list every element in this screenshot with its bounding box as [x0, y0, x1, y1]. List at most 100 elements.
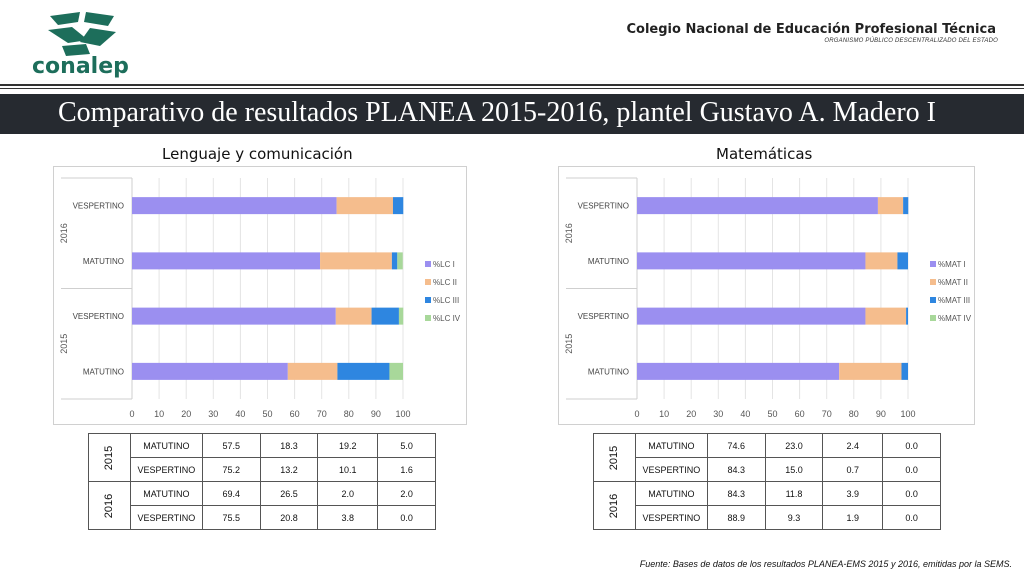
year-cell: 2015: [593, 433, 636, 482]
category-label: MATUTINO: [83, 257, 124, 266]
group-label: 2015: [59, 334, 69, 354]
x-tick-label: 30: [713, 409, 723, 419]
shift-cell: VESPERTINO: [634, 505, 708, 530]
value-cell: 75.5: [201, 505, 261, 530]
x-tick-label: 100: [395, 409, 410, 419]
x-tick-label: 30: [208, 409, 218, 419]
value-cell: 2.0: [377, 481, 436, 506]
x-tick-label: 80: [344, 409, 354, 419]
title-bar: [0, 94, 1024, 134]
bar-segment: [337, 362, 390, 380]
table-row: VESPERTINO 75.5 20.8 3.8 0.0: [89, 505, 436, 530]
chart-title-lenguaje: Lenguaje y comunicación: [162, 145, 353, 163]
table-lenguaje: 2015 MATUTINO 57.5 18.3 19.2 5.0 VESPERTINO 75.…: [88, 433, 436, 530]
x-tick-label: 80: [849, 409, 859, 419]
bar-segment: [637, 252, 866, 270]
x-tick-label: 60: [795, 409, 805, 419]
category-label: MATUTINO: [588, 367, 629, 376]
category-label: VESPERTINO: [73, 312, 124, 321]
bar-segment: [839, 362, 902, 380]
legend-swatch: [425, 315, 431, 321]
x-tick-label: 40: [740, 409, 750, 419]
legend-label: %LC IV: [433, 314, 461, 323]
bar-segment: [392, 197, 404, 215]
value-cell: 0.0: [882, 481, 941, 506]
x-tick-label: 20: [181, 409, 191, 419]
conalep-logo: [48, 12, 116, 56]
table-row: 2016 MATUTINO 84.3 11.8 3.9 0.0: [593, 481, 941, 530]
value-cell: 1.6: [377, 457, 436, 482]
bar-segment: [901, 362, 908, 380]
chart-matematicas: 0 10 20 30 40 50 60 70 80 90 100 2016 2015 VESPERTINO…: [558, 166, 975, 425]
x-tick-label: 70: [822, 409, 832, 419]
source-note: Fuente: Bases de datos de los resultados…: [639, 559, 1012, 569]
x-tick-label: 20: [686, 409, 696, 419]
bar-segment: [877, 197, 904, 215]
value-cell: 88.9: [706, 505, 766, 530]
shift-cell: MATUTINO: [634, 433, 708, 458]
table-row: 2016 MATUTINO 69.4 26.5 2.0 2.0: [88, 481, 436, 530]
shift-cell: VESPERTINO: [129, 505, 203, 530]
bar-segment: [336, 197, 393, 215]
group-label: 2015: [564, 334, 574, 354]
bar-segment: [637, 362, 840, 380]
conalep-logo-text: conalep: [32, 54, 129, 79]
legend-swatch: [930, 261, 936, 267]
value-cell: 9.3: [764, 505, 824, 530]
value-cell: 0.0: [882, 433, 941, 458]
legend-swatch: [930, 315, 936, 321]
value-cell: 57.5: [201, 433, 261, 458]
institution-subtitle: ORGANISMO PÚBLICO DESCENTRALIZADO DEL ES…: [824, 38, 998, 44]
category-label: MATUTINO: [588, 257, 629, 266]
shift-cell: VESPERTINO: [634, 457, 708, 482]
x-tick-label: 60: [290, 409, 300, 419]
table-row: 2015 MATUTINO 74.6 23.0 2.4 0.0: [593, 433, 941, 482]
x-tick-label: 90: [876, 409, 886, 419]
bar-segment: [398, 307, 404, 325]
bar-segment: [906, 307, 908, 325]
bar-segment: [132, 252, 321, 270]
value-cell: 1.9: [822, 505, 884, 530]
x-tick-label: 10: [659, 409, 669, 419]
table-matematicas: 2015 MATUTINO 74.6 23.0 2.4 0.0 VESPERTINO 84.3…: [593, 433, 941, 530]
value-cell: 75.2: [201, 457, 261, 482]
bar-segment: [637, 197, 878, 215]
bar-segment: [132, 362, 288, 380]
legend-label: %LC III: [433, 296, 459, 305]
value-cell: 2.4: [822, 433, 884, 458]
bar-segment: [391, 252, 398, 270]
legend-swatch: [425, 261, 431, 267]
year-cell: 2015: [88, 433, 131, 482]
legend-swatch: [930, 279, 936, 285]
shift-cell: MATUTINO: [634, 481, 708, 506]
value-cell: 26.5: [259, 481, 319, 506]
chart-lenguaje: 0 10 20 30 40 50 60 70 80 90 100 2016 2015 VESPERTINO…: [53, 166, 467, 425]
value-cell: 15.0: [764, 457, 824, 482]
value-cell: 69.4: [201, 481, 261, 506]
legend-label: %MAT IV: [938, 314, 972, 323]
category-label: VESPERTINO: [73, 202, 124, 211]
value-cell: 0.0: [377, 505, 436, 530]
bar-segment: [132, 197, 337, 215]
group-label: 2016: [59, 223, 69, 243]
shift-cell: MATUTINO: [129, 481, 203, 506]
x-tick-label: 50: [767, 409, 777, 419]
category-label: VESPERTINO: [578, 312, 629, 321]
value-cell: 3.8: [317, 505, 379, 530]
bar-segment: [637, 307, 866, 325]
x-tick-label: 0: [129, 409, 134, 419]
chart-title-matematicas: Matemáticas: [716, 145, 813, 163]
bar-segment: [287, 362, 338, 380]
bar-segment: [320, 252, 392, 270]
value-cell: 19.2: [317, 433, 379, 458]
x-tick-label: 70: [317, 409, 327, 419]
group-label: 2016: [564, 223, 574, 243]
year-cell: 2016: [593, 481, 636, 530]
bar-segment: [132, 307, 336, 325]
legend-label: %LC II: [433, 278, 457, 287]
legend-swatch: [425, 279, 431, 285]
x-tick-label: 100: [900, 409, 915, 419]
bar-segment: [371, 307, 399, 325]
legend-label: %MAT I: [938, 260, 966, 269]
shift-cell: MATUTINO: [129, 433, 203, 458]
